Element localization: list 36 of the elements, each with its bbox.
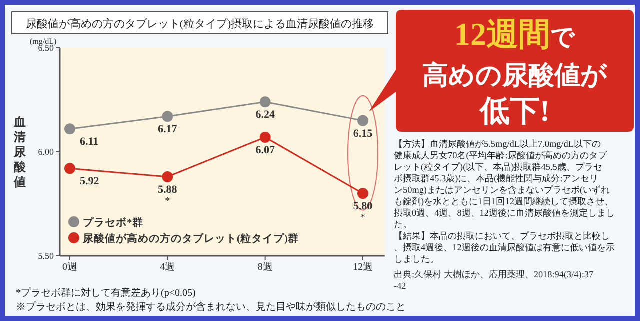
data-label: 5.88	[158, 184, 178, 196]
x-tick-label: 8週	[258, 262, 273, 273]
annotation: *	[165, 196, 170, 207]
data-label: 6.15	[353, 128, 374, 140]
x-tick-label: 4週	[160, 262, 176, 273]
source-note: 出典:久保村 大樹ほか、応用薬理、2018:94(3/4):37-42	[394, 270, 594, 291]
point	[162, 111, 174, 122]
data-label: 6.07	[256, 144, 276, 156]
legend-label: プラセボ*群	[83, 216, 144, 229]
y-tick-label: 6.00	[38, 147, 54, 157]
text: 高めの尿酸値が	[422, 61, 608, 90]
data-label: 6.11	[80, 136, 99, 148]
legend-label: 尿酸値が高めの方のタブレット(粒タイプ)群	[82, 232, 299, 245]
point	[162, 171, 174, 182]
x-tick-label: 12週	[353, 262, 373, 273]
text: ※プラセボとは、効果を発揮する成分が含まれない、見た目や味が類似したもののこと	[16, 301, 406, 313]
point	[358, 188, 368, 200]
data-label: 5.92	[80, 176, 100, 188]
text: 12週間で	[454, 16, 576, 52]
y-axis-title: 血清尿酸値	[13, 115, 27, 189]
annotation: *	[360, 212, 366, 224]
text: 低下!	[479, 95, 550, 128]
point	[358, 115, 368, 126]
point	[64, 163, 76, 174]
point	[260, 96, 271, 108]
chart-title: 尿酸値が高めの方のタブレット(粒タイプ)摂取による血清尿酸値の推移	[26, 18, 374, 30]
y-tick-label: 5.50	[38, 251, 54, 261]
point	[64, 124, 76, 135]
data-label: 6.17	[158, 124, 178, 136]
data-label: 6.24	[256, 109, 276, 122]
text: *プラセボ群に対して有意差あり(p<0.05)	[16, 287, 196, 299]
text: 【結果】本品の摂取において、プラセボ摂取と比較し、摂取4週後、12週後の血清尿酸値は有意に低い値を示しました。	[394, 231, 615, 264]
text: (mg/dL)	[30, 37, 57, 46]
x-tick-label: 0週	[62, 262, 78, 273]
point	[260, 132, 271, 143]
text: 【方法】血清尿酸値が5.5mg/dL以上7.0mg/dL以下の健康成人男女70名(平均年齢:尿酸値が高めの方のタブレット(粒タイプ)(以下、本品)摂取群45.5歳、プラセボ摂取群45.3歳)に、本品(機能性関与成分:アンセリン50mg)またはアンセリンを含まないプラセボ(いずれも錠剤)を水とともに1日1回12週間継続して摂取させ、摂取0週、4週、8週、12週後に血清尿酸値を測定しました。	[394, 139, 615, 230]
